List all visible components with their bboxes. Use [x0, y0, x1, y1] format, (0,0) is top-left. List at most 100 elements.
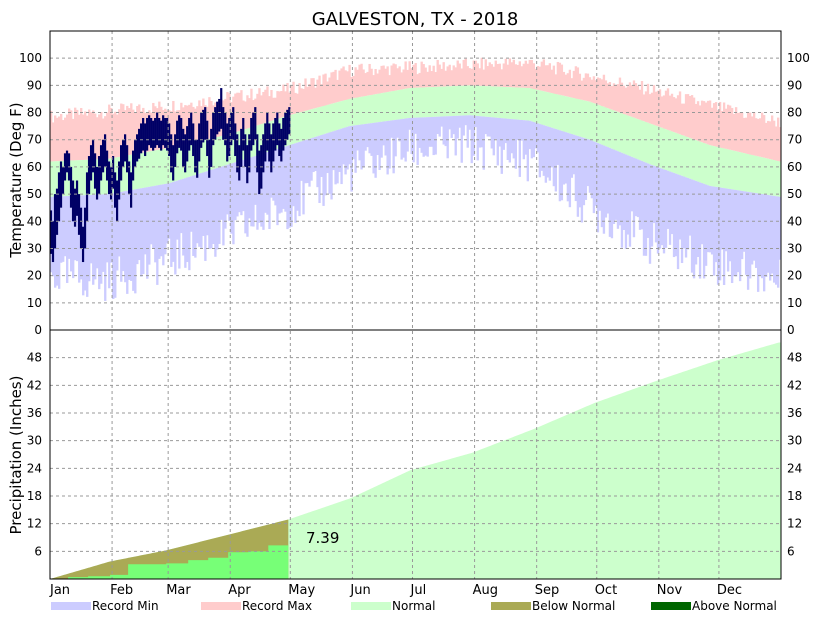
- temp-tick-left: 30: [27, 241, 42, 255]
- record-max-bar: [752, 112, 756, 156]
- record-min-bar: [300, 141, 303, 181]
- record-min-bar: [600, 144, 604, 228]
- normal-range-bar: [354, 97, 357, 126]
- normal-range-bar: [428, 87, 431, 118]
- legend-label: Above Normal: [692, 599, 777, 613]
- record-max-bar: [580, 80, 584, 100]
- normal-range-bar: [586, 101, 590, 140]
- temp-tick-left: 0: [34, 323, 42, 337]
- record-max-bar: [416, 74, 419, 88]
- temp-tick-left: 40: [27, 214, 42, 228]
- record-max-bar: [558, 62, 562, 95]
- normal-range-bar: [528, 88, 531, 121]
- normal-range-bar: [762, 157, 766, 195]
- normal-range-bar: [522, 87, 525, 121]
- record-min-bar: [734, 189, 738, 277]
- record-max-bar: [704, 102, 708, 144]
- record-min-bar: [148, 186, 151, 265]
- record-max-bar: [98, 114, 101, 160]
- record-max-bar: [120, 103, 123, 157]
- record-min-bar: [740, 190, 744, 260]
- record-min-bar: [692, 180, 696, 279]
- normal-range-bar: [358, 97, 361, 125]
- record-max-bar: [542, 59, 546, 92]
- record-min-bar: [146, 187, 149, 279]
- record-min-bar: [690, 179, 694, 273]
- normal-range-bar: [666, 129, 670, 171]
- normal-range-bar: [290, 114, 293, 145]
- precip-observed-area: [50, 544, 289, 579]
- record-min-bar: [62, 196, 65, 262]
- record-min-bar: [174, 181, 177, 275]
- record-min-bar: [190, 176, 193, 232]
- record-min-bar: [72, 195, 75, 279]
- record-max-bar: [754, 118, 758, 156]
- normal-range-bar: [550, 93, 554, 128]
- record-max-bar: [592, 76, 596, 104]
- record-min-bar: [360, 124, 363, 170]
- record-max-bar: [362, 69, 365, 97]
- normal-range-bar: [660, 127, 664, 169]
- record-max-bar: [692, 97, 696, 140]
- record-min-bar: [398, 119, 401, 142]
- record-max-bar: [772, 120, 776, 161]
- record-min-bar: [546, 126, 550, 178]
- normal-range-bar: [324, 105, 327, 134]
- record-max-bar: [526, 63, 529, 88]
- record-max-bar: [540, 61, 544, 91]
- record-max-bar: [500, 69, 503, 87]
- record-max-bar: [586, 73, 590, 102]
- record-min-bar: [572, 134, 576, 175]
- normal-range-bar: [136, 153, 139, 190]
- temp-tick-right: 80: [787, 106, 802, 120]
- record-max-bar: [270, 89, 273, 121]
- record-min-bar: [630, 156, 634, 212]
- normal-range-bar: [668, 130, 672, 172]
- record-max-bar: [264, 89, 267, 123]
- record-max-bar: [446, 66, 449, 87]
- normal-range-bar: [72, 160, 75, 196]
- normal-range-bar: [642, 121, 646, 162]
- record-min-bar: [454, 115, 457, 156]
- record-min-bar: [588, 139, 592, 193]
- normal-range-bar: [470, 85, 473, 116]
- record-min-bar: [422, 117, 425, 157]
- record-max-bar: [518, 61, 521, 88]
- record-max-bar: [564, 74, 568, 97]
- record-min-bar: [618, 151, 622, 226]
- normal-range-bar: [154, 150, 157, 186]
- normal-range-bar: [736, 151, 740, 191]
- temp-tick-left: 80: [27, 106, 42, 120]
- normal-range-bar: [512, 87, 515, 120]
- record-min-bar: [204, 171, 207, 261]
- record-min-bar: [664, 169, 668, 248]
- normal-range-bar: [490, 86, 493, 118]
- month-label: Jul: [410, 583, 427, 598]
- record-min-bar: [192, 175, 195, 256]
- record-max-bar: [758, 118, 762, 157]
- record-max-bar: [258, 88, 261, 125]
- record-min-bar: [676, 174, 680, 270]
- record-max-bar: [272, 97, 275, 121]
- record-min-bar: [532, 121, 536, 158]
- record-min-bar: [756, 193, 760, 292]
- record-min-bar: [306, 139, 309, 184]
- record-max-bar: [656, 90, 660, 127]
- record-min-bar: [162, 184, 165, 266]
- record-min-bar: [594, 142, 598, 206]
- record-min-bar: [492, 117, 495, 156]
- record-min-bar: [460, 115, 463, 163]
- normal-range-bar: [774, 160, 778, 197]
- record-min-bar: [354, 125, 357, 173]
- record-min-bar: [626, 155, 630, 235]
- normal-range-bar: [316, 107, 319, 137]
- record-min-bar: [604, 146, 608, 218]
- normal-range-bar: [656, 126, 660, 168]
- record-max-bar: [322, 74, 325, 107]
- record-max-bar: [352, 75, 355, 99]
- record-max-bar: [296, 93, 299, 114]
- record-max-bar: [694, 103, 698, 141]
- record-min-bar: [430, 116, 433, 147]
- record-min-bar: [480, 116, 483, 148]
- record-max-bar: [706, 100, 710, 145]
